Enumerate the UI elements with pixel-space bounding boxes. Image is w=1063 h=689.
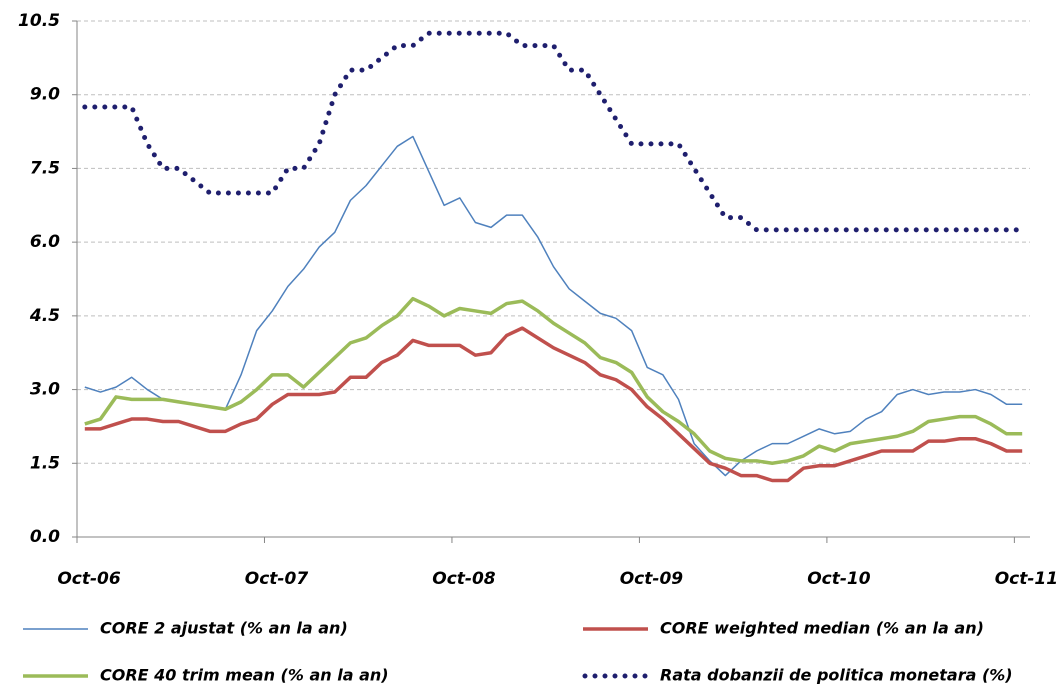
y-tick-label: 6.0 [30, 232, 60, 252]
y-tick-label: 9.0 [30, 85, 60, 105]
x-tick-label: Oct-09 [620, 569, 684, 589]
legend-label: CORE 40 trim mean (% an la an) [100, 666, 389, 685]
series-line [82, 30, 1025, 233]
y-tick-label: 3.0 [30, 380, 60, 400]
y-tick-label: 4.5 [29, 306, 60, 326]
legend-label: CORE 2 ajustat (% an la an) [100, 619, 348, 638]
y-tick-label: 0.0 [30, 527, 60, 547]
series-line [84, 296, 1023, 466]
x-tick-label: Oct-08 [432, 569, 496, 589]
x-tick-label: Oct-07 [245, 569, 309, 589]
legend-label: CORE weighted median (% an la an) [660, 619, 984, 638]
x-tick-label: Oct-11 [995, 569, 1058, 589]
y-tick-label: 1.5 [30, 453, 60, 473]
y-tick-label: 7.5 [30, 158, 60, 178]
series-line [84, 326, 1023, 483]
series-line [84, 135, 1023, 477]
y-tick-label: 10.5 [18, 11, 60, 31]
x-tick-label: Oct-06 [57, 569, 121, 589]
x-tick-label: Oct-10 [807, 569, 871, 589]
legend-label: Rata dobanzii de politica monetara (%) [660, 666, 1013, 685]
